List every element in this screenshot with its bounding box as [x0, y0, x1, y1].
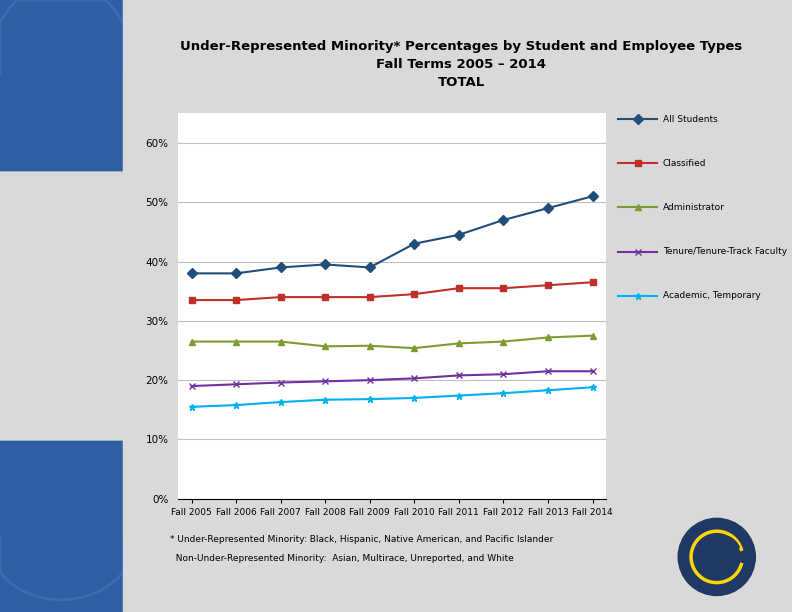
All Students [499, 216, 508, 223]
Text: Administrator: Administrator [663, 203, 725, 212]
All Students [231, 270, 241, 277]
Administrator [187, 338, 196, 345]
Tenure/Tenure-Track Faculty [499, 370, 508, 378]
Circle shape [678, 518, 756, 595]
Administrator [588, 332, 597, 339]
Tenure/Tenure-Track Faculty [321, 378, 330, 385]
Administrator [276, 338, 285, 345]
Academic, Temporary [187, 403, 196, 411]
Academic, Temporary [543, 387, 553, 394]
Tenure/Tenure-Track Faculty [409, 375, 419, 382]
Administrator [454, 340, 463, 347]
Academic, Temporary [454, 392, 463, 399]
Line: Tenure/Tenure-Track Faculty: Tenure/Tenure-Track Faculty [188, 368, 596, 390]
Text: Academic, Temporary: Academic, Temporary [663, 291, 760, 300]
Tenure/Tenure-Track Faculty [454, 371, 463, 379]
Text: Under-Represented Minority* Percentages by Student and Employee Types: Under-Represented Minority* Percentages … [181, 40, 742, 53]
Text: Fall Terms 2005 – 2014: Fall Terms 2005 – 2014 [376, 58, 546, 71]
Tenure/Tenure-Track Faculty [231, 381, 241, 388]
Text: All Students: All Students [663, 115, 718, 124]
All Students [321, 261, 330, 268]
Administrator [321, 343, 330, 350]
Line: All Students: All Students [188, 193, 596, 277]
All Students [187, 270, 196, 277]
Academic, Temporary [588, 384, 597, 391]
Text: TOTAL: TOTAL [438, 76, 485, 89]
FancyBboxPatch shape [0, 441, 123, 612]
Administrator [231, 338, 241, 345]
Administrator [409, 345, 419, 352]
Classified [543, 282, 553, 289]
Text: Non-Under-Represented Minority:  Asian, Multirace, Unreported, and White: Non-Under-Represented Minority: Asian, M… [170, 554, 514, 563]
Classified [321, 293, 330, 300]
Tenure/Tenure-Track Faculty [187, 382, 196, 390]
All Students [409, 240, 419, 247]
All Students [454, 231, 463, 239]
Tenure/Tenure-Track Faculty [276, 379, 285, 386]
Classified [409, 291, 419, 298]
Text: * Under-Represented Minority: Black, Hispanic, Native American, and Pacific Isla: * Under-Represented Minority: Black, His… [170, 536, 554, 545]
Tenure/Tenure-Track Faculty [365, 376, 375, 384]
Academic, Temporary [499, 389, 508, 397]
Text: Tenure/Tenure-Track Faculty: Tenure/Tenure-Track Faculty [663, 247, 787, 256]
Line: Classified: Classified [188, 279, 596, 304]
Classified [365, 293, 375, 300]
Classified [187, 296, 196, 304]
Academic, Temporary [276, 398, 285, 406]
All Students [276, 264, 285, 271]
Administrator [365, 342, 375, 349]
Administrator [499, 338, 508, 345]
Classified [454, 285, 463, 292]
Classified [276, 293, 285, 300]
Classified [588, 278, 597, 286]
All Students [365, 264, 375, 271]
Line: Academic, Temporary: Academic, Temporary [188, 384, 596, 410]
Academic, Temporary [231, 401, 241, 409]
Tenure/Tenure-Track Faculty [588, 368, 597, 375]
All Students [588, 193, 597, 200]
Tenure/Tenure-Track Faculty [543, 368, 553, 375]
Administrator [543, 334, 553, 341]
Classified [499, 285, 508, 292]
Text: Classified: Classified [663, 159, 706, 168]
Academic, Temporary [365, 395, 375, 403]
All Students [543, 204, 553, 212]
Academic, Temporary [409, 394, 419, 401]
Line: Administrator: Administrator [188, 332, 596, 351]
Academic, Temporary [321, 396, 330, 403]
FancyBboxPatch shape [0, 0, 123, 171]
Classified [231, 296, 241, 304]
